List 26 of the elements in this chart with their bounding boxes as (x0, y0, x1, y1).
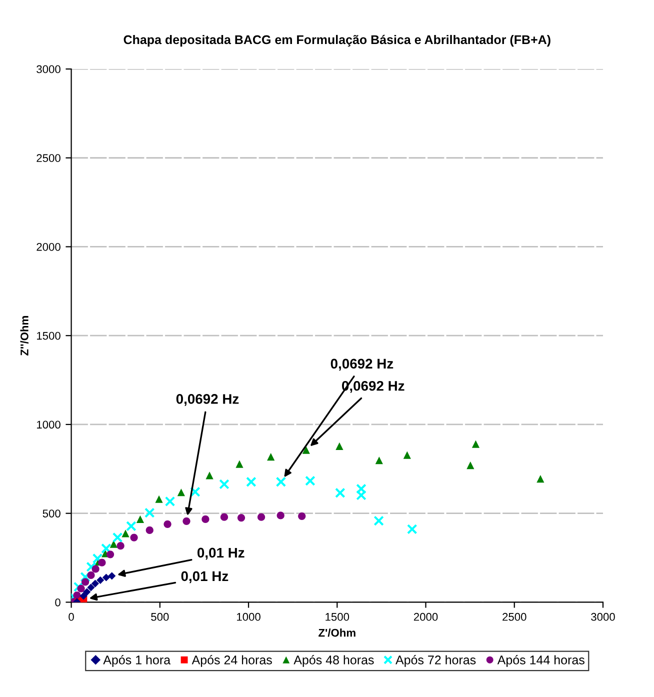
y-tick-label: 0 (55, 598, 60, 606)
chart-title: Chapa depositada BACG em Formulação Básica e Abrilhantador (FB+A) (124, 34, 550, 47)
legend-label: Após 24 horas (192, 655, 272, 667)
legend-label: Após 144 horas (497, 655, 584, 667)
x-tick-label: 2500 (502, 612, 526, 621)
y-axis-title: Z''/Ohm (20, 316, 29, 356)
annotation: 0,0692 Hz (176, 394, 239, 406)
legend-label: Após 1 hora (103, 655, 171, 667)
y-tick-label: 2000 (36, 243, 60, 251)
y-tick-label: 2500 (36, 154, 60, 162)
y-tick-label: 1000 (37, 420, 60, 429)
legend-label: Após 48 horas (294, 655, 374, 667)
x-tick-label: 1500 (326, 612, 350, 621)
x-tick-label: 3000 (591, 612, 615, 621)
y-tick-label: 3000 (36, 65, 60, 74)
y-tick-label: 500 (42, 510, 60, 518)
annotation: 0,01 Hz (197, 548, 244, 560)
y-tick-label: 1500 (37, 332, 60, 340)
annotation: 0,01 Hz (181, 571, 228, 584)
annotation: 0,0692 Hz (330, 358, 394, 371)
x-tick-label: 2000 (414, 612, 438, 621)
x-tick-label: 500 (151, 612, 169, 621)
x-tick-label: 1000 (237, 612, 260, 621)
legend-label: Após 72 horas (396, 655, 476, 667)
x-axis-title: Z'/Ohm (318, 628, 356, 637)
x-tick-label: 0 (68, 612, 74, 621)
